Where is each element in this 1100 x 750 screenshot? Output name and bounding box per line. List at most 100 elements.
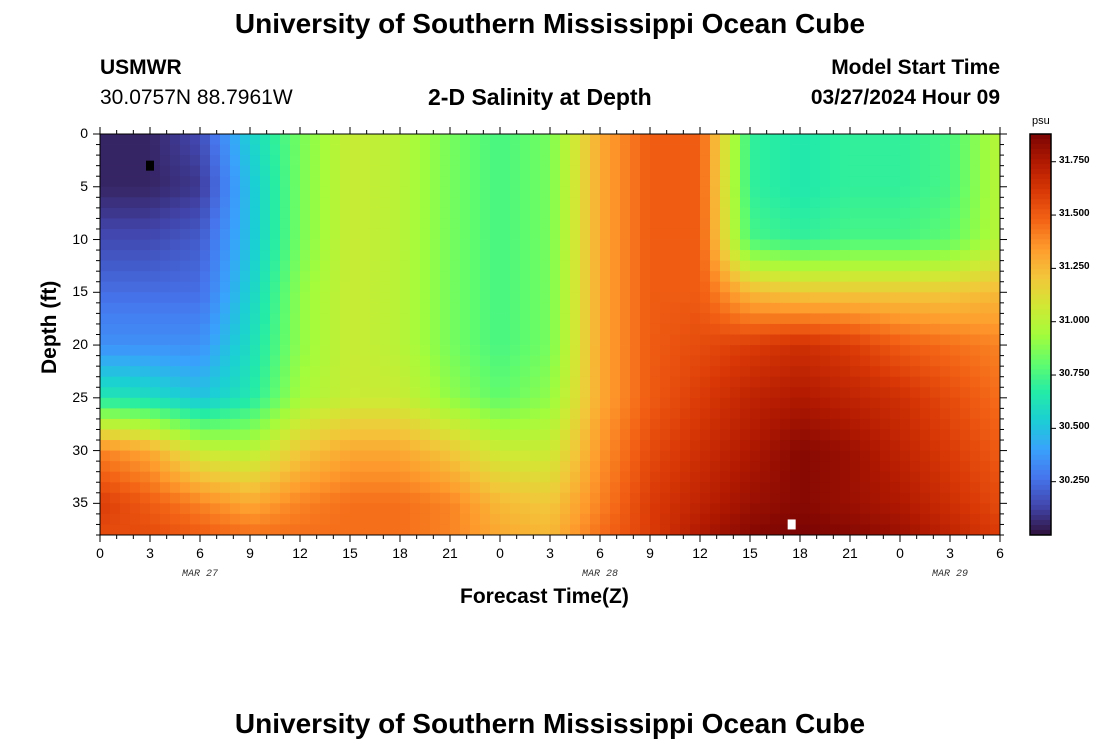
heatmap-cell [140, 292, 151, 304]
heatmap-cell [620, 355, 631, 367]
heatmap-cell [680, 429, 691, 441]
heatmap-cell [180, 197, 191, 209]
heatmap-cell [200, 355, 211, 367]
heatmap-cell [660, 186, 671, 198]
heatmap-cell [100, 440, 111, 451]
heatmap-cell [220, 376, 231, 388]
heatmap-cell [840, 334, 851, 346]
heatmap-cell [900, 271, 911, 283]
heatmap-cell [340, 155, 351, 167]
heatmap-cell [100, 429, 111, 441]
heatmap-cell [850, 503, 861, 515]
heatmap-cell [240, 281, 251, 293]
heatmap-cell [270, 271, 281, 283]
heatmap-cell [370, 397, 381, 409]
heatmap-cell [400, 471, 411, 483]
heatmap-cell [790, 503, 801, 515]
heatmap-cell [700, 292, 711, 304]
heatmap-cell [400, 503, 411, 515]
heatmap-cell [950, 524, 961, 536]
heatmap-cell [870, 271, 881, 283]
heatmap-cell [160, 513, 171, 525]
heatmap-cell [560, 313, 571, 325]
heatmap-cell [460, 228, 471, 240]
heatmap-cell [480, 461, 491, 473]
heatmap-cell [480, 429, 491, 441]
heatmap-cell [320, 503, 331, 515]
heatmap-cell [730, 387, 741, 399]
heatmap-cell [930, 239, 941, 251]
heatmap-cell [660, 482, 671, 494]
heatmap-cell [300, 450, 311, 462]
heatmap-cell [100, 281, 111, 293]
heatmap-cell [250, 366, 261, 378]
heatmap-cell [950, 345, 961, 356]
heatmap-cell [380, 207, 391, 219]
heatmap-cell [710, 302, 721, 314]
heatmap-cell [740, 461, 751, 473]
heatmap-cell [750, 408, 761, 420]
heatmap-cell [660, 334, 671, 346]
heatmap-cell [970, 155, 981, 167]
heatmap-cell [580, 228, 591, 240]
y-tick-label: 35 [72, 494, 88, 511]
heatmap-cell [220, 302, 231, 314]
heatmap-cell [840, 376, 851, 388]
heatmap-cell [830, 250, 841, 262]
heatmap-cell [920, 355, 931, 367]
heatmap-cell [240, 250, 251, 262]
heatmap-cell [320, 429, 331, 441]
heatmap-cell [620, 292, 631, 304]
heatmap-cell [390, 302, 401, 314]
heatmap-cell [170, 492, 181, 504]
heatmap-cell [100, 471, 111, 483]
heatmap-cell [860, 239, 871, 251]
heatmap-cell [350, 503, 361, 515]
heatmap-cell [190, 429, 201, 441]
heatmap-cell [910, 408, 921, 420]
heatmap-cell [710, 334, 721, 346]
heatmap-cell [170, 281, 181, 293]
heatmap-cell [910, 228, 921, 240]
heatmap-cell [310, 366, 321, 378]
heatmap-cell [630, 186, 641, 198]
heatmap-cell [980, 313, 991, 325]
heatmap-cell [180, 313, 191, 325]
heatmap-cell [850, 429, 861, 441]
heatmap-cell [420, 366, 431, 378]
heatmap-cell [900, 197, 911, 209]
heatmap-cell [770, 471, 781, 483]
heatmap-cell [940, 228, 951, 240]
heatmap-cell [640, 376, 651, 388]
heatmap-cell [190, 218, 201, 230]
heatmap-cell [860, 186, 871, 198]
heatmap-cell [510, 440, 521, 451]
heatmap-cell [570, 313, 581, 325]
heatmap-cell [320, 302, 331, 314]
heatmap-cell [600, 345, 611, 356]
heatmap-cell [830, 461, 841, 473]
heatmap-cell [340, 197, 351, 209]
heatmap-cell [150, 228, 161, 240]
heatmap-cell [830, 302, 841, 314]
heatmap-cell [790, 302, 801, 314]
heatmap-cell [650, 134, 661, 145]
heatmap-cell [650, 355, 661, 367]
heatmap-cell [960, 186, 971, 198]
heatmap-cell [880, 461, 891, 473]
heatmap-cell [390, 387, 401, 399]
heatmap-cell [290, 323, 301, 335]
heatmap-cell [240, 355, 251, 367]
heatmap-cell [650, 155, 661, 167]
heatmap-cell [280, 165, 291, 177]
heatmap-cell [250, 387, 261, 399]
heatmap-cell [590, 260, 601, 272]
heatmap-cell [330, 345, 341, 356]
heatmap-cell [140, 302, 151, 314]
heatmap-cell [600, 313, 611, 325]
heatmap-cell [320, 461, 331, 473]
heatmap-cell [620, 471, 631, 483]
heatmap-cell [360, 513, 371, 525]
heatmap-cell [710, 482, 721, 494]
heatmap-cell [660, 440, 671, 451]
